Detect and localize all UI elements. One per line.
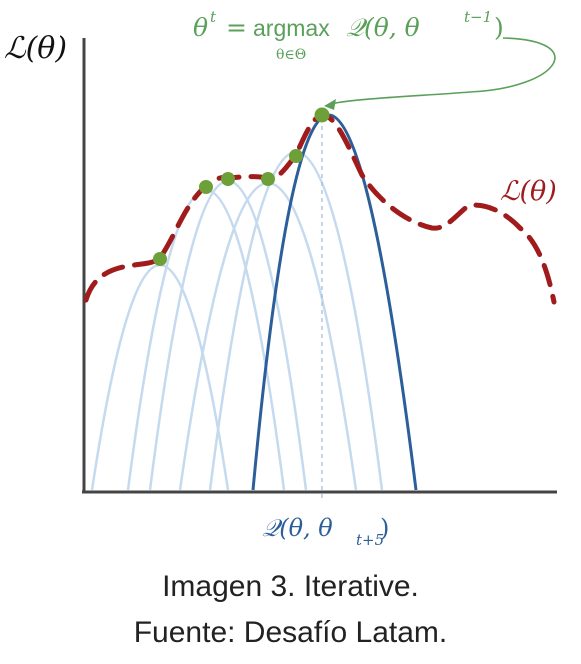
formula-close: ) xyxy=(494,13,504,42)
update-rule-formula: θ t = argmax θ∈Θ 𝒬(θ, θ t−1 ) xyxy=(193,8,504,63)
formula-function: 𝒬(θ, θ xyxy=(346,13,420,42)
lower-bound-curve-5 xyxy=(210,152,382,490)
em-iteration-diagram: ℒ(θ) ℒ(θ) θ t = argmax θ∈Θ 𝒬(θ, θ t−1 ) … xyxy=(0,0,581,560)
axes xyxy=(82,38,557,492)
current-bound-label: 𝒬(θ, θ t+5 ) xyxy=(262,514,389,549)
iteration-point-4 xyxy=(261,172,275,186)
caption-source: Fuente: Desafío Latam. xyxy=(0,616,581,650)
iteration-points xyxy=(153,108,330,267)
annotation-arrow xyxy=(330,38,555,104)
bound-label-main: 𝒬(θ, θ xyxy=(262,514,333,542)
lower-bound-curve-4 xyxy=(180,183,356,490)
past-lower-bounds xyxy=(92,152,382,490)
likelihood-curve-label: ℒ(θ) xyxy=(500,176,557,207)
formula-argmax-sub: θ∈Θ xyxy=(276,47,306,63)
iteration-point-3 xyxy=(221,172,235,186)
annotation-arrowhead xyxy=(324,99,336,110)
formula-equals: = xyxy=(226,13,247,42)
iteration-point-2 xyxy=(199,180,213,194)
formula-theta: θ xyxy=(193,13,208,42)
iteration-point-5 xyxy=(289,149,303,163)
caption-title: Imagen 3. Iterative. xyxy=(0,570,581,604)
lower-bound-curve-3 xyxy=(150,181,306,490)
iteration-point-1 xyxy=(153,252,167,266)
formula-argmax: argmax xyxy=(253,15,330,41)
formula-theta-sup: t xyxy=(210,8,217,26)
y-axis-label: ℒ(θ) xyxy=(4,31,67,66)
likelihood-curve xyxy=(86,115,554,302)
iteration-point-current xyxy=(315,108,330,123)
formula-function-sup: t−1 xyxy=(464,8,492,26)
bound-label-close: ) xyxy=(380,514,389,542)
